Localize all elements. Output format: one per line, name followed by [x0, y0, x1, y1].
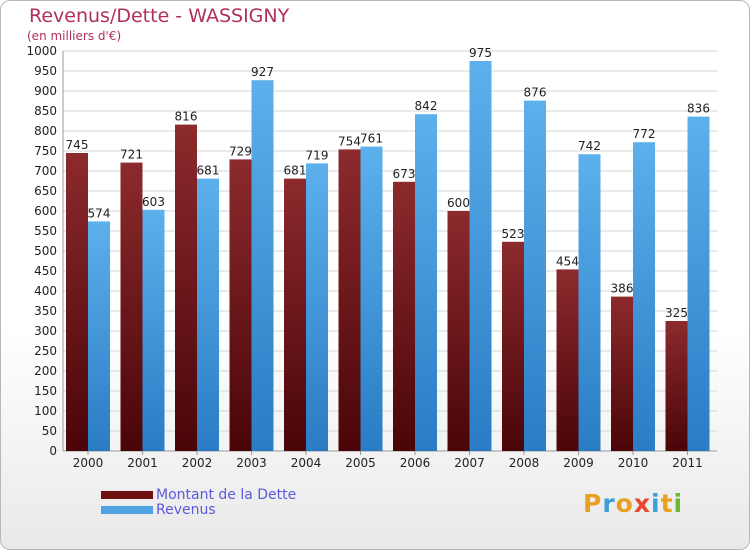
- bar-dette-2000: [66, 153, 88, 451]
- data-label-dette: 673: [393, 167, 416, 181]
- y-tick-label: 700: [34, 164, 57, 178]
- bar-dette-2010: [611, 296, 633, 451]
- data-label-dette: 454: [556, 254, 579, 268]
- bar-revenus-2010: [633, 142, 655, 451]
- y-tick-label: 50: [42, 424, 57, 438]
- data-label-revenus: 681: [197, 164, 220, 178]
- bar-dette-2006: [393, 181, 415, 452]
- logo-letter: t: [660, 489, 674, 518]
- data-label-revenus: 772: [633, 127, 656, 141]
- y-tick-label: 550: [34, 224, 57, 238]
- bar-revenus-2009: [578, 154, 601, 451]
- x-tick-label: 2009: [563, 456, 594, 470]
- x-tick-label: 2004: [291, 456, 322, 470]
- y-tick-label: 150: [34, 384, 57, 398]
- logo-letter: i: [673, 489, 684, 518]
- bar-revenus-2008: [524, 100, 546, 451]
- y-tick-label: 350: [34, 304, 57, 318]
- data-label-dette: 729: [229, 144, 252, 158]
- x-tick-label: 2001: [127, 456, 158, 470]
- data-label-dette: 325: [665, 306, 688, 320]
- bar-dette-2005: [338, 149, 361, 451]
- bar-revenus-2005: [360, 146, 383, 451]
- data-label-revenus: 836: [687, 102, 710, 116]
- data-label-revenus: 842: [415, 99, 438, 113]
- x-tick-label: 2005: [345, 456, 376, 470]
- x-tick-label: 2007: [454, 456, 485, 470]
- bar-revenus-2001: [142, 209, 165, 451]
- y-tick-label: 600: [34, 204, 57, 218]
- data-label-revenus: 719: [306, 148, 329, 162]
- bar-dette-2008: [502, 241, 524, 451]
- y-tick-label: 250: [34, 344, 57, 358]
- x-tick-label: 2003: [236, 456, 267, 470]
- y-tick-label: 200: [34, 364, 57, 378]
- legend-label-dette: Montant de la Dette: [156, 487, 297, 503]
- data-label-revenus: 975: [469, 46, 492, 60]
- data-label-dette: 681: [284, 164, 307, 178]
- x-tick-label: 2000: [73, 456, 104, 470]
- data-label-dette: 816: [175, 110, 198, 124]
- data-label-revenus: 574: [88, 206, 111, 220]
- legend-label-revenus: Revenus: [156, 502, 216, 518]
- y-tick-label: 100: [34, 404, 57, 418]
- y-tick-label: 900: [34, 84, 57, 98]
- bar-dette-2002: [175, 124, 197, 451]
- data-label-dette: 600: [447, 196, 470, 210]
- x-tick-label: 2002: [182, 456, 213, 470]
- bar-revenus-2002: [197, 178, 219, 451]
- logo-letter: P: [583, 489, 603, 518]
- bar-dette-2011: [665, 321, 688, 451]
- y-tick-label: 800: [34, 124, 57, 138]
- bar-revenus-2007: [469, 61, 492, 451]
- y-tick-label: 950: [34, 64, 57, 78]
- bar-revenus-2006: [415, 114, 437, 451]
- data-label-dette: 386: [611, 282, 634, 296]
- logo-letter: x: [633, 489, 651, 518]
- chart-subtitle: (en milliers d'€): [27, 29, 122, 43]
- y-tick-label: 1000: [26, 44, 57, 58]
- logo-letter: r: [602, 489, 616, 518]
- data-label-dette: 745: [66, 138, 89, 152]
- data-label-revenus: 761: [360, 132, 383, 146]
- chart-title: Revenus/Dette - WASSIGNY: [29, 5, 290, 27]
- legend-swatch-dette: [101, 491, 153, 499]
- y-tick-label: 400: [34, 284, 57, 298]
- data-label-revenus: 927: [251, 65, 274, 79]
- data-label-dette: 523: [502, 227, 525, 241]
- x-tick-label: 2011: [672, 456, 703, 470]
- y-tick-label: 750: [34, 144, 57, 158]
- bar-dette-2001: [120, 162, 143, 451]
- y-tick-label: 650: [34, 184, 57, 198]
- y-tick-label: 850: [34, 104, 57, 118]
- legend-swatch-revenus: [101, 506, 153, 514]
- data-label-dette: 754: [338, 134, 361, 148]
- y-tick-label: 450: [34, 264, 57, 278]
- y-tick-label: 0: [49, 444, 57, 458]
- x-tick-label: 2010: [618, 456, 649, 470]
- data-label-revenus: 876: [524, 86, 547, 100]
- y-tick-label: 300: [34, 324, 57, 338]
- bar-revenus-2003: [251, 80, 274, 451]
- logo-letter: o: [615, 489, 634, 518]
- proxiti-logo: Proxiti: [583, 489, 683, 518]
- bar-revenus-2000: [88, 221, 110, 451]
- data-label-revenus: 603: [142, 195, 165, 209]
- data-label-revenus: 742: [578, 139, 601, 153]
- bar-revenus-2004: [306, 163, 328, 451]
- data-label-dette: 721: [120, 148, 143, 162]
- y-tick-label: 500: [34, 244, 57, 258]
- bar-dette-2007: [447, 211, 470, 451]
- logo-letter: i: [651, 489, 661, 518]
- bar-dette-2009: [556, 269, 579, 451]
- bar-revenus-2011: [687, 116, 710, 451]
- x-tick-label: 2008: [509, 456, 540, 470]
- bar-dette-2004: [284, 178, 306, 451]
- x-tick-label: 2006: [400, 456, 431, 470]
- bar-dette-2003: [229, 159, 252, 451]
